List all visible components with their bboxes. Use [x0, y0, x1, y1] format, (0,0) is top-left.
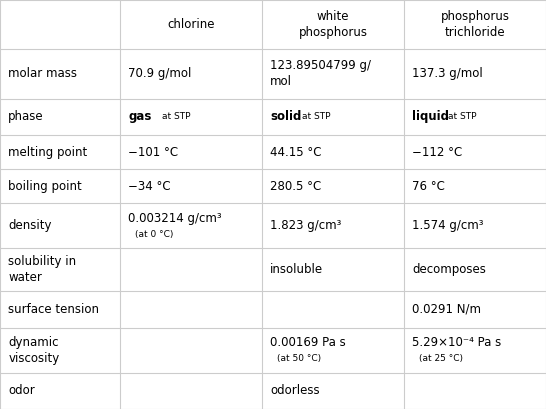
Text: −101 °C: −101 °C — [128, 146, 179, 159]
Text: odorless: odorless — [270, 384, 320, 397]
Text: chlorine: chlorine — [168, 18, 215, 31]
Text: at STP: at STP — [302, 112, 330, 121]
Text: melting point: melting point — [8, 146, 87, 159]
Text: insoluble: insoluble — [270, 263, 323, 276]
Text: 76 °C: 76 °C — [412, 180, 445, 193]
Text: surface tension: surface tension — [8, 303, 99, 316]
Text: 5.29×10⁻⁴ Pa s: 5.29×10⁻⁴ Pa s — [412, 336, 501, 349]
Text: solubility in
water: solubility in water — [8, 255, 76, 284]
Text: −112 °C: −112 °C — [412, 146, 462, 159]
Text: odor: odor — [8, 384, 35, 397]
Text: (at 0 °C): (at 0 °C) — [135, 229, 173, 238]
Text: 1.823 g/cm³: 1.823 g/cm³ — [270, 219, 342, 232]
Text: phase: phase — [8, 110, 44, 123]
Text: 70.9 g/mol: 70.9 g/mol — [128, 67, 192, 81]
Text: solid: solid — [270, 110, 301, 123]
Text: 280.5 °C: 280.5 °C — [270, 180, 322, 193]
Text: white
phosphorus: white phosphorus — [299, 10, 367, 39]
Text: 137.3 g/mol: 137.3 g/mol — [412, 67, 483, 81]
Text: −34 °C: −34 °C — [128, 180, 171, 193]
Text: 44.15 °C: 44.15 °C — [270, 146, 322, 159]
Text: at STP: at STP — [162, 112, 191, 121]
Text: liquid: liquid — [412, 110, 449, 123]
Text: (at 50 °C): (at 50 °C) — [277, 354, 321, 363]
Text: density: density — [8, 219, 52, 232]
Text: decomposes: decomposes — [412, 263, 486, 276]
Text: (at 25 °C): (at 25 °C) — [419, 354, 463, 363]
Text: dynamic
viscosity: dynamic viscosity — [8, 336, 60, 364]
Text: boiling point: boiling point — [8, 180, 82, 193]
Text: phosphorus
trichloride: phosphorus trichloride — [441, 10, 509, 39]
Text: molar mass: molar mass — [8, 67, 77, 81]
Text: at STP: at STP — [448, 112, 477, 121]
Text: 0.0291 N/m: 0.0291 N/m — [412, 303, 481, 316]
Text: 1.574 g/cm³: 1.574 g/cm³ — [412, 219, 484, 232]
Text: 0.00169 Pa s: 0.00169 Pa s — [270, 336, 346, 349]
Text: gas: gas — [128, 110, 152, 123]
Text: 0.003214 g/cm³: 0.003214 g/cm³ — [128, 212, 222, 225]
Text: 123.89504799 g/
mol: 123.89504799 g/ mol — [270, 59, 371, 88]
